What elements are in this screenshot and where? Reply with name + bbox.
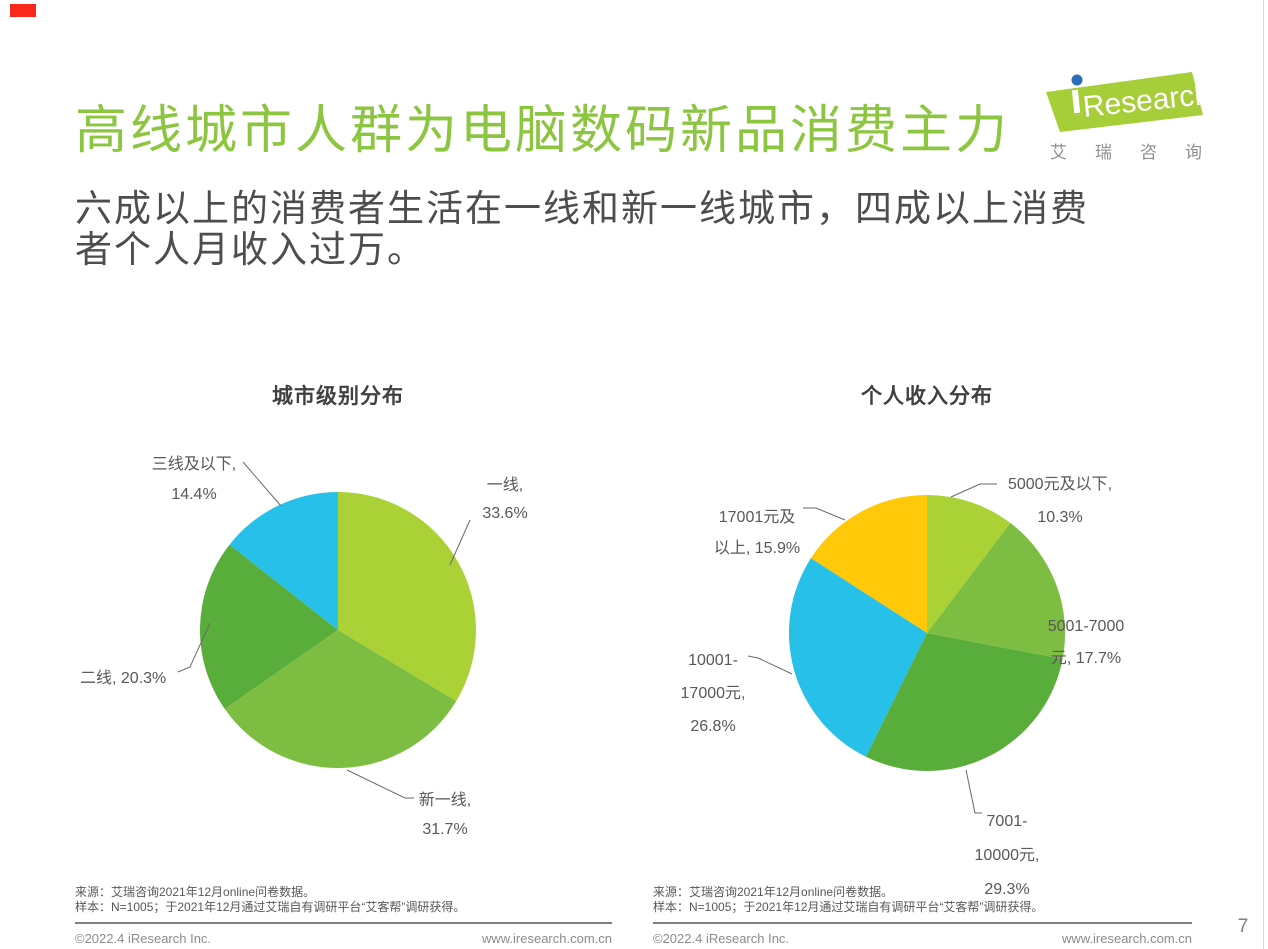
leader-line-newtier1 xyxy=(346,769,414,799)
page-right-border xyxy=(1263,0,1264,949)
pie-label-5001-7000: 5001-7000 元, 17.7% xyxy=(1047,618,1125,667)
copyright-text: ©2022.4 iResearch Inc. xyxy=(653,931,790,946)
sample-line-1: 样本：N=1005；于2021年12月通过艾瑞自有调研平台“艾客帮”调研获得。 xyxy=(75,900,466,914)
leader-line-tier1 xyxy=(449,519,471,566)
red-marker xyxy=(10,4,36,17)
pie-label-tier3-below: 三线及以下, 14.4% xyxy=(151,456,237,503)
iresearch-logo-banner-icon: Research xyxy=(1046,72,1212,132)
pie-slice-over-17001 xyxy=(810,495,927,633)
pie-label-over-17001: 17001元及 以上, 15.9% xyxy=(713,509,801,557)
iresearch-logo: Research 艾 瑞 咨 询 xyxy=(1040,70,1212,165)
footer-divider xyxy=(75,922,612,924)
pie-label-under-5000: 5000元及以下, 10.3% xyxy=(1007,476,1113,526)
income-chart: 个人收入分布 5000元及以下, 10.3% 5001-7000 元, 17.7… xyxy=(640,372,1240,917)
income-pie-svg xyxy=(747,483,1066,814)
website-link: www.iresearch.com.cn xyxy=(481,931,612,946)
pie-slice-tier-3-below xyxy=(229,492,338,630)
source-line-2: 来源：艾瑞咨询2021年12月online问卷数据。 xyxy=(653,885,894,899)
subtitle-line-2: 者个人月收入过万。 xyxy=(75,229,426,270)
pie-slice-new-tier-1 xyxy=(224,630,457,769)
pie-slice-tier-2 xyxy=(199,544,338,709)
leader-line-10001-17000 xyxy=(747,655,793,675)
pie-slice-under-5000 xyxy=(927,495,1011,633)
subtitle-line-1: 六成以上的消费者生活在一线和新一线城市，四成以上消费 xyxy=(75,188,1089,229)
pie-slice-tier-1 xyxy=(338,492,476,701)
page-subtitle: 六成以上的消费者生活在一线和新一线城市，四成以上消费 者个人月收入过万。 xyxy=(75,188,1089,270)
source-line-1: 来源：艾瑞咨询2021年12月online问卷数据。 xyxy=(75,885,316,899)
logo-i-stem-icon xyxy=(1071,89,1081,114)
city-tier-pie-svg xyxy=(177,461,476,799)
sample-line-2: 样本：N=1005；于2021年12月通过艾瑞自有调研平台“艾客帮”调研获得。 xyxy=(653,900,1044,914)
footer-divider xyxy=(653,922,1192,924)
left-footer: 来源：艾瑞咨询2021年12月online问卷数据。 样本：N=1005；于20… xyxy=(75,885,612,946)
copyright-text: ©2022.4 iResearch Inc. xyxy=(75,931,212,946)
pie-label-7001-10000: 7001- 10000元, 29.3% xyxy=(974,813,1040,898)
page-number: 7 xyxy=(1237,916,1249,937)
pie-slice-5001-7000 xyxy=(927,522,1066,659)
leader-line-tier2 xyxy=(177,622,211,673)
pie-slice-7001-10000 xyxy=(865,633,1063,771)
logo-caption: 艾 瑞 咨 询 xyxy=(1050,143,1202,162)
pie-label-10001-17000: 10001- 17000元, 26.8% xyxy=(680,652,746,735)
city-tier-chart: 城市级别分布 一线, 33.6% 新一线, 31.7% 二线, 20.3% 三线… xyxy=(60,372,620,902)
leader-line-tier3 xyxy=(242,461,282,507)
leader-line-under5000 xyxy=(950,483,997,498)
pie-label-tier1: 一线, 33.6% xyxy=(482,477,528,522)
income-chart-title: 个人收入分布 xyxy=(861,385,993,408)
page-title: 高线城市人群为电脑数码新品消费主力 xyxy=(75,102,1011,160)
leader-line-7001-10000 xyxy=(965,769,982,814)
leader-line-over17001 xyxy=(803,507,846,521)
logo-i-dot-icon xyxy=(1071,74,1083,86)
pie-slice-10001-17000 xyxy=(788,558,927,757)
city-tier-chart-title: 城市级别分布 xyxy=(272,385,404,408)
pie-label-tier2: 二线, 20.3% xyxy=(80,670,167,687)
right-footer: 来源：艾瑞咨询2021年12月online问卷数据。 样本：N=1005；于20… xyxy=(653,885,1192,946)
website-link: www.iresearch.com.cn xyxy=(1061,931,1192,946)
pie-label-new-tier1: 新一线, 31.7% xyxy=(418,792,472,838)
